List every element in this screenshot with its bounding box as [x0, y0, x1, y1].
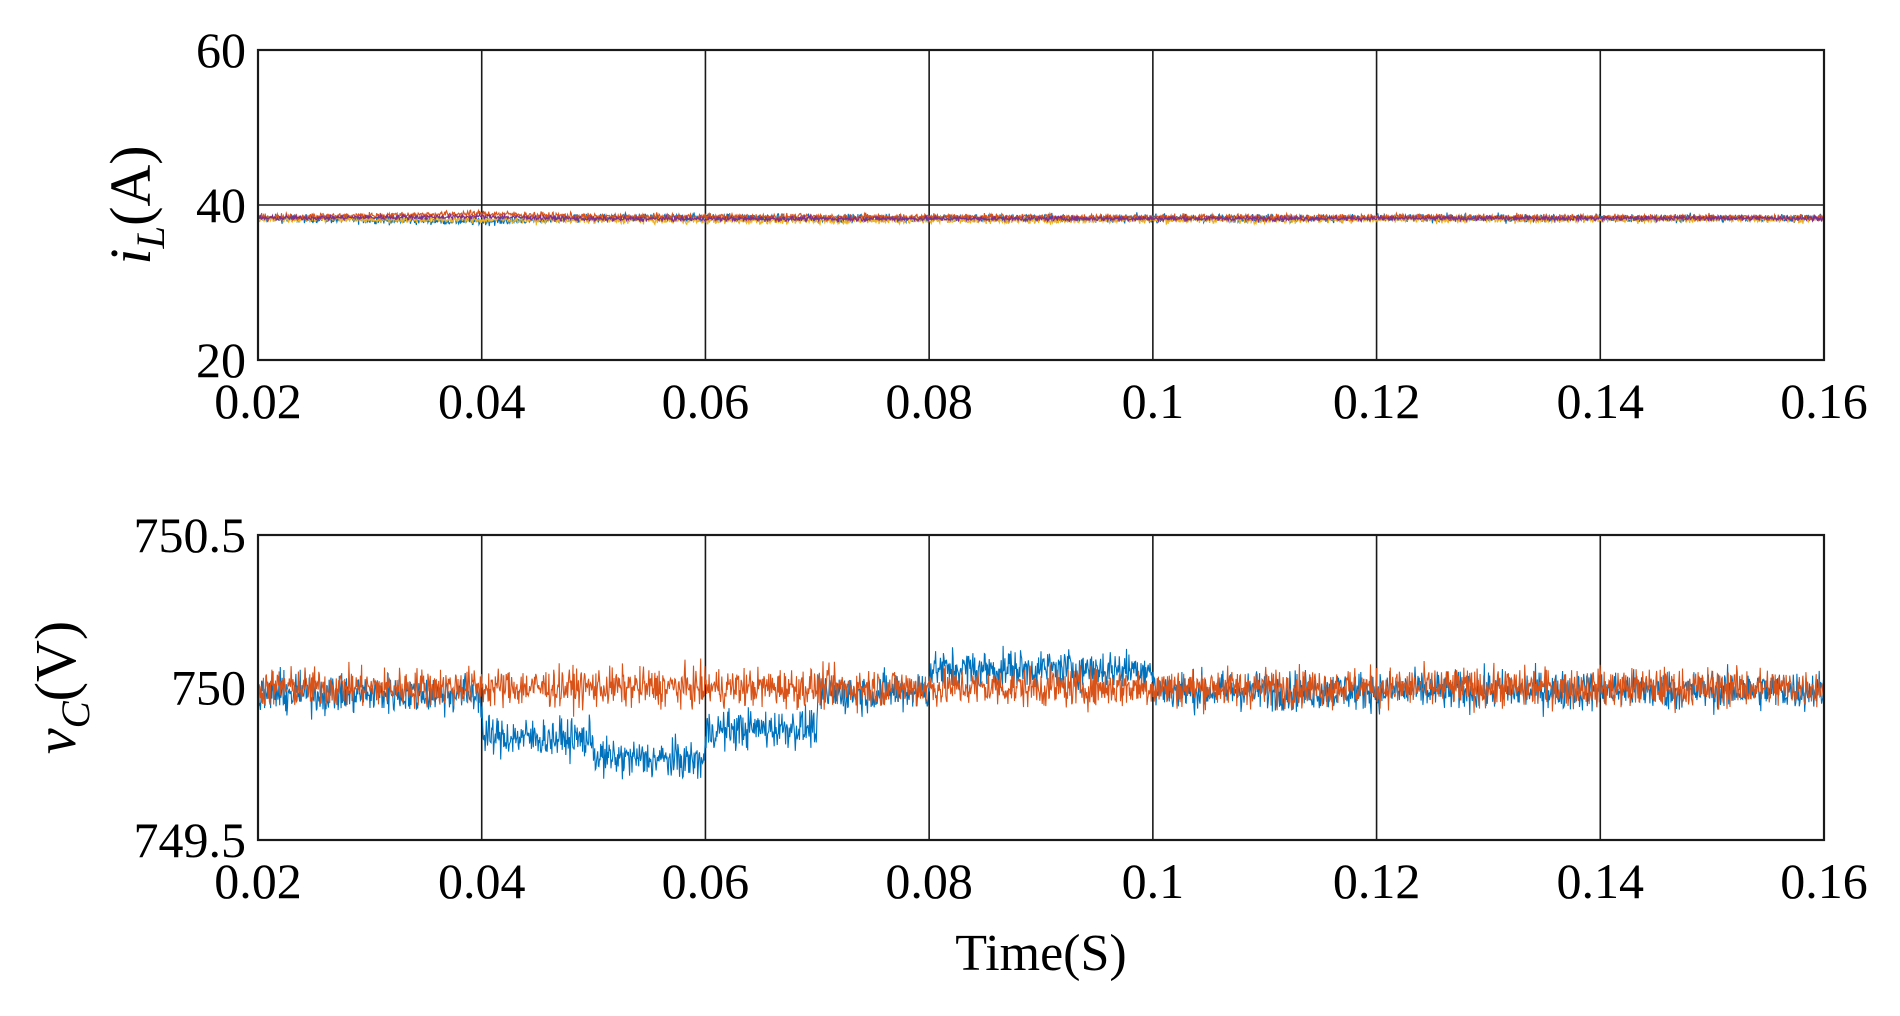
x-tick-label: 0.14	[1557, 373, 1645, 429]
y-tick-label: 40	[196, 177, 246, 233]
x-tick-label: 0.16	[1780, 373, 1868, 429]
y-tick-label: 749.5	[134, 812, 247, 868]
x-tick-label: 0.04	[438, 373, 526, 429]
plot-frame	[256, 533, 1826, 842]
x-tick-label: 0.14	[1557, 853, 1645, 909]
y-tick-label: 750	[171, 660, 246, 716]
series-iL4	[258, 211, 1824, 224]
x-tick-label: 0.06	[662, 853, 750, 909]
y-tick-label: 750.5	[134, 507, 247, 563]
series-vC1	[258, 645, 1824, 780]
x-tick-label: 0.06	[662, 373, 750, 429]
x-tick-label: 0.02	[214, 853, 302, 909]
x-tick-label: 0.12	[1333, 373, 1421, 429]
plot-frame	[256, 48, 1826, 362]
x-tick-label: 0.1	[1122, 373, 1185, 429]
x-axis-label: Time(S)	[955, 925, 1126, 982]
x-tick-label: 0.02	[214, 373, 302, 429]
x-tick-label: 0.12	[1333, 853, 1421, 909]
x-tick-label: 0.1	[1122, 853, 1185, 909]
y-tick-label: 60	[196, 22, 246, 78]
x-tick-label: 0.08	[885, 853, 973, 909]
y-axis-label: vC(V)	[23, 621, 98, 754]
x-tick-label: 0.08	[885, 373, 973, 429]
voltage-panel: 0.02 0.04 0.06 0.08 0.1 0.12 0.14 0.16 749.5 750 7…	[23, 507, 1868, 982]
series-vC2	[258, 658, 1824, 717]
y-tick-label: 20	[196, 332, 246, 388]
x-tick-label: 0.16	[1780, 853, 1868, 909]
y-axis-label: iL(A)	[98, 145, 173, 264]
x-tick-label: 0.04	[438, 853, 526, 909]
current-panel: 0.02 0.04 0.06 0.08 0.1 0.12 0.14 0.16 20 40 60 iL(…	[98, 22, 1868, 429]
